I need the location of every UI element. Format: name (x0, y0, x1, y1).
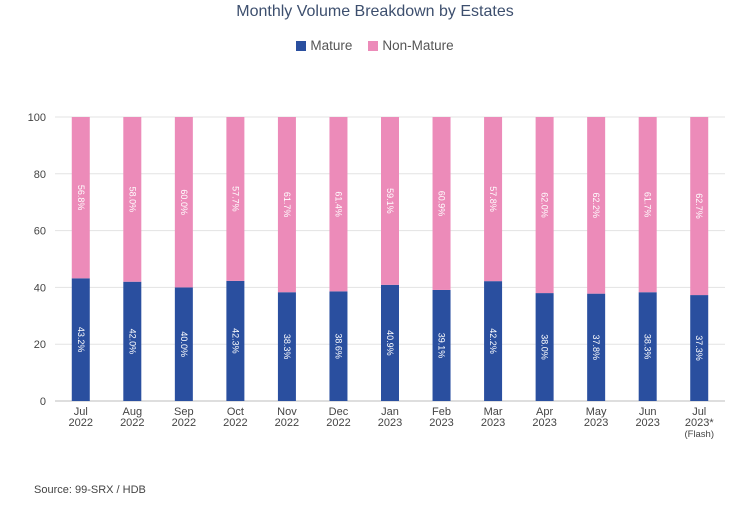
bar-mature (226, 280, 245, 401)
bar-non-mature (484, 117, 503, 282)
x-tick-label: Aug (123, 406, 143, 418)
legend-label-mature: Mature (310, 38, 353, 53)
x-tick-label: 2023 (584, 417, 608, 429)
data-label-non-mature: 61.7% (282, 192, 292, 218)
bar-mature (71, 278, 90, 401)
bar-mature (123, 281, 142, 401)
legend-swatch-non-mature (368, 40, 379, 51)
y-tick-label: 0 (40, 396, 46, 408)
data-label-mature: 42.0% (127, 329, 137, 355)
bar-mature (587, 293, 606, 401)
y-tick-label: 40 (34, 282, 46, 294)
data-label-non-mature: 59.1% (385, 188, 395, 214)
bar-mature (638, 292, 657, 401)
bar-mature (432, 289, 451, 401)
bar-mature (277, 292, 296, 401)
legend: Mature Non-Mature (0, 38, 750, 53)
bar-mature (484, 281, 503, 401)
bar-mature (690, 295, 709, 401)
data-label-non-mature: 62.2% (591, 193, 601, 219)
x-tick-label: Jul (692, 406, 706, 418)
data-label-mature: 38.0% (540, 334, 550, 360)
bar-non-mature (432, 117, 451, 290)
data-label-mature: 39.1% (437, 333, 447, 359)
data-label-mature: 38.3% (643, 334, 653, 360)
x-tick-label: 2022 (172, 417, 196, 429)
data-label-non-mature: 57.8% (488, 186, 498, 212)
bar-non-mature (638, 117, 657, 293)
bar-mature (329, 291, 348, 401)
data-label-mature: 42.2% (488, 328, 498, 354)
bar-non-mature (587, 117, 606, 294)
x-tick-label: Mar (484, 406, 503, 418)
x-tick-label: 2023 (532, 417, 556, 429)
x-tick-label: 2022 (120, 417, 144, 429)
y-tick-label: 60 (34, 226, 46, 238)
bar-mature (381, 284, 399, 401)
x-tick-label: 2022 (326, 417, 350, 429)
x-tick-label: 2023 (481, 417, 505, 429)
bar-non-mature (690, 117, 709, 296)
data-label-non-mature: 60.9% (437, 191, 447, 217)
x-tick-label: 2023 (635, 417, 659, 429)
bar-non-mature (226, 117, 245, 281)
data-label-mature: 37.3% (694, 335, 704, 361)
x-tick-label: Nov (277, 406, 297, 418)
data-label-non-mature: 61.7% (643, 192, 653, 218)
data-label-non-mature: 58.0% (127, 187, 137, 213)
chart-title: Monthly Volume Breakdown by Estates (236, 3, 514, 20)
data-label-mature: 38.3% (282, 334, 292, 360)
x-tick-label: Jun (639, 406, 657, 418)
x-tick-label: Dec (329, 406, 349, 418)
data-label-non-mature: 57.7% (230, 186, 240, 212)
bar-non-mature (123, 117, 142, 282)
x-tick-label: 2022 (275, 417, 299, 429)
bar-non-mature (277, 117, 296, 293)
x-tick-label: Oct (227, 406, 244, 418)
x-tick-label: 2022 (69, 417, 93, 429)
legend-item-mature: Mature (296, 38, 352, 53)
data-label-non-mature: 61.4% (333, 191, 343, 217)
data-label-mature: 42.3% (230, 328, 240, 354)
y-tick-label: 20 (34, 339, 46, 351)
legend-swatch-mature (296, 40, 307, 51)
data-label-mature: 40.9% (385, 330, 395, 356)
y-tick-label: 100 (28, 112, 46, 124)
data-label-mature: 43.2% (76, 327, 86, 353)
x-tick-label: 2023* (685, 417, 714, 429)
data-label-non-mature: 62.7% (694, 193, 704, 219)
x-tick-label: 2023 (378, 417, 402, 429)
legend-label-non-mature: Non-Mature (382, 38, 454, 53)
bar-non-mature (381, 117, 399, 285)
bar-non-mature (174, 117, 193, 288)
legend-item-non-mature: Non-Mature (368, 38, 454, 53)
bar-non-mature (535, 117, 554, 294)
bar-non-mature (71, 117, 90, 279)
data-label-non-mature: 62.0% (540, 192, 550, 218)
y-tick-label: 80 (34, 169, 46, 181)
data-label-mature: 37.8% (591, 335, 601, 361)
x-tick-label: Apr (536, 406, 553, 418)
data-label-mature: 38.6% (333, 333, 343, 359)
data-label-non-mature: 60.0% (179, 189, 189, 215)
source-note: Source: 99-SRX / HDB (34, 484, 146, 496)
x-tick-label: 2023 (429, 417, 453, 429)
x-tick-label: 2022 (223, 417, 247, 429)
bar-mature (535, 293, 554, 401)
data-label-mature: 40.0% (179, 331, 189, 357)
x-tick-label: Sep (174, 406, 194, 418)
x-tick-label: Jul (74, 406, 88, 418)
x-tick-label: Feb (432, 406, 451, 418)
bar-non-mature (329, 117, 348, 292)
x-tick-label: Jan (381, 406, 399, 418)
bar-mature (174, 287, 193, 401)
x-tick-label: (Flash) (684, 429, 714, 440)
x-tick-label: May (586, 406, 607, 418)
data-label-non-mature: 56.8% (76, 185, 86, 211)
